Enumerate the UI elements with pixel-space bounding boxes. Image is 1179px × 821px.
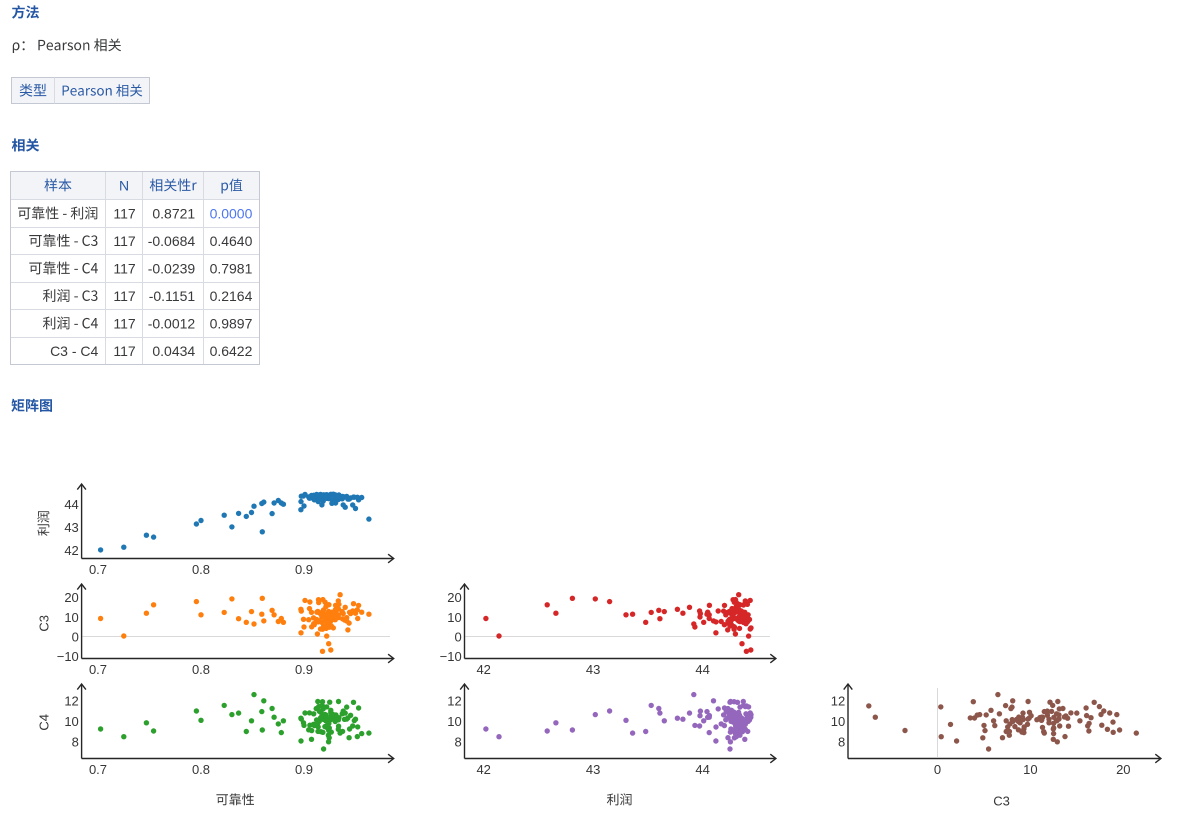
svg-text:10: 10 [64, 610, 78, 625]
svg-text:0.7: 0.7 [89, 762, 107, 777]
svg-text:10: 10 [1023, 762, 1037, 777]
svg-text:0.2164: 0.2164 [210, 288, 253, 304]
svg-text:C4: C4 [36, 714, 51, 731]
svg-text:20: 20 [447, 590, 461, 605]
svg-text:0.7981: 0.7981 [210, 260, 253, 276]
svg-text:0.8: 0.8 [192, 662, 210, 677]
svg-text:0.0000: 0.0000 [210, 205, 253, 221]
svg-text:10: 10 [447, 714, 461, 729]
svg-text:117: 117 [113, 315, 136, 331]
svg-text:0.6422: 0.6422 [210, 343, 253, 359]
svg-text:42: 42 [476, 762, 490, 777]
svg-text:10: 10 [64, 714, 78, 729]
svg-text:0.4640: 0.4640 [210, 233, 253, 249]
svg-text:-0.0012: -0.0012 [148, 315, 196, 331]
svg-text:117: 117 [113, 205, 136, 221]
svg-text:-0.0684: -0.0684 [148, 233, 196, 249]
svg-text:-0.0239: -0.0239 [148, 260, 196, 276]
svg-text:−10: −10 [57, 649, 79, 664]
svg-text:10: 10 [831, 714, 845, 729]
svg-text:0.9: 0.9 [295, 662, 313, 677]
svg-text:117: 117 [113, 260, 136, 276]
svg-text:42: 42 [476, 662, 490, 677]
svg-text:-0.1151: -0.1151 [149, 288, 196, 304]
svg-text:117: 117 [113, 233, 136, 249]
svg-text:C3: C3 [993, 793, 1010, 808]
svg-text:8: 8 [454, 735, 461, 750]
svg-text:117: 117 [113, 343, 136, 359]
svg-text:44: 44 [64, 497, 78, 512]
svg-text:44: 44 [695, 762, 709, 777]
svg-text:0.9897: 0.9897 [210, 315, 253, 331]
svg-text:0.0434: 0.0434 [152, 343, 195, 359]
svg-text:0.8721: 0.8721 [152, 205, 195, 221]
svg-text:117: 117 [113, 288, 136, 304]
svg-text:42: 42 [64, 543, 78, 558]
svg-text:0: 0 [934, 762, 941, 777]
svg-text:C3: C3 [36, 615, 51, 632]
svg-text:10: 10 [447, 610, 461, 625]
svg-text:0.7: 0.7 [89, 662, 107, 677]
svg-text:0.8: 0.8 [192, 562, 210, 577]
svg-text:0.9: 0.9 [295, 762, 313, 777]
svg-text:8: 8 [838, 735, 845, 750]
svg-text:20: 20 [1116, 762, 1130, 777]
svg-text:20: 20 [64, 590, 78, 605]
svg-text:N: N [119, 177, 129, 193]
svg-text:12: 12 [831, 694, 845, 709]
svg-text:0.8: 0.8 [192, 762, 210, 777]
svg-text:12: 12 [64, 694, 78, 709]
svg-text:0: 0 [72, 630, 79, 645]
svg-text:0.9: 0.9 [295, 562, 313, 577]
svg-text:43: 43 [64, 520, 78, 535]
svg-text:0: 0 [454, 630, 461, 645]
svg-text:43: 43 [586, 762, 600, 777]
svg-text:C3 - C4: C3 - C4 [50, 343, 98, 359]
svg-text:12: 12 [447, 694, 461, 709]
svg-text:44: 44 [695, 662, 709, 677]
svg-text:8: 8 [72, 735, 79, 750]
svg-text:−10: −10 [440, 649, 462, 664]
svg-text:43: 43 [586, 662, 600, 677]
svg-text:0.7: 0.7 [89, 562, 107, 577]
